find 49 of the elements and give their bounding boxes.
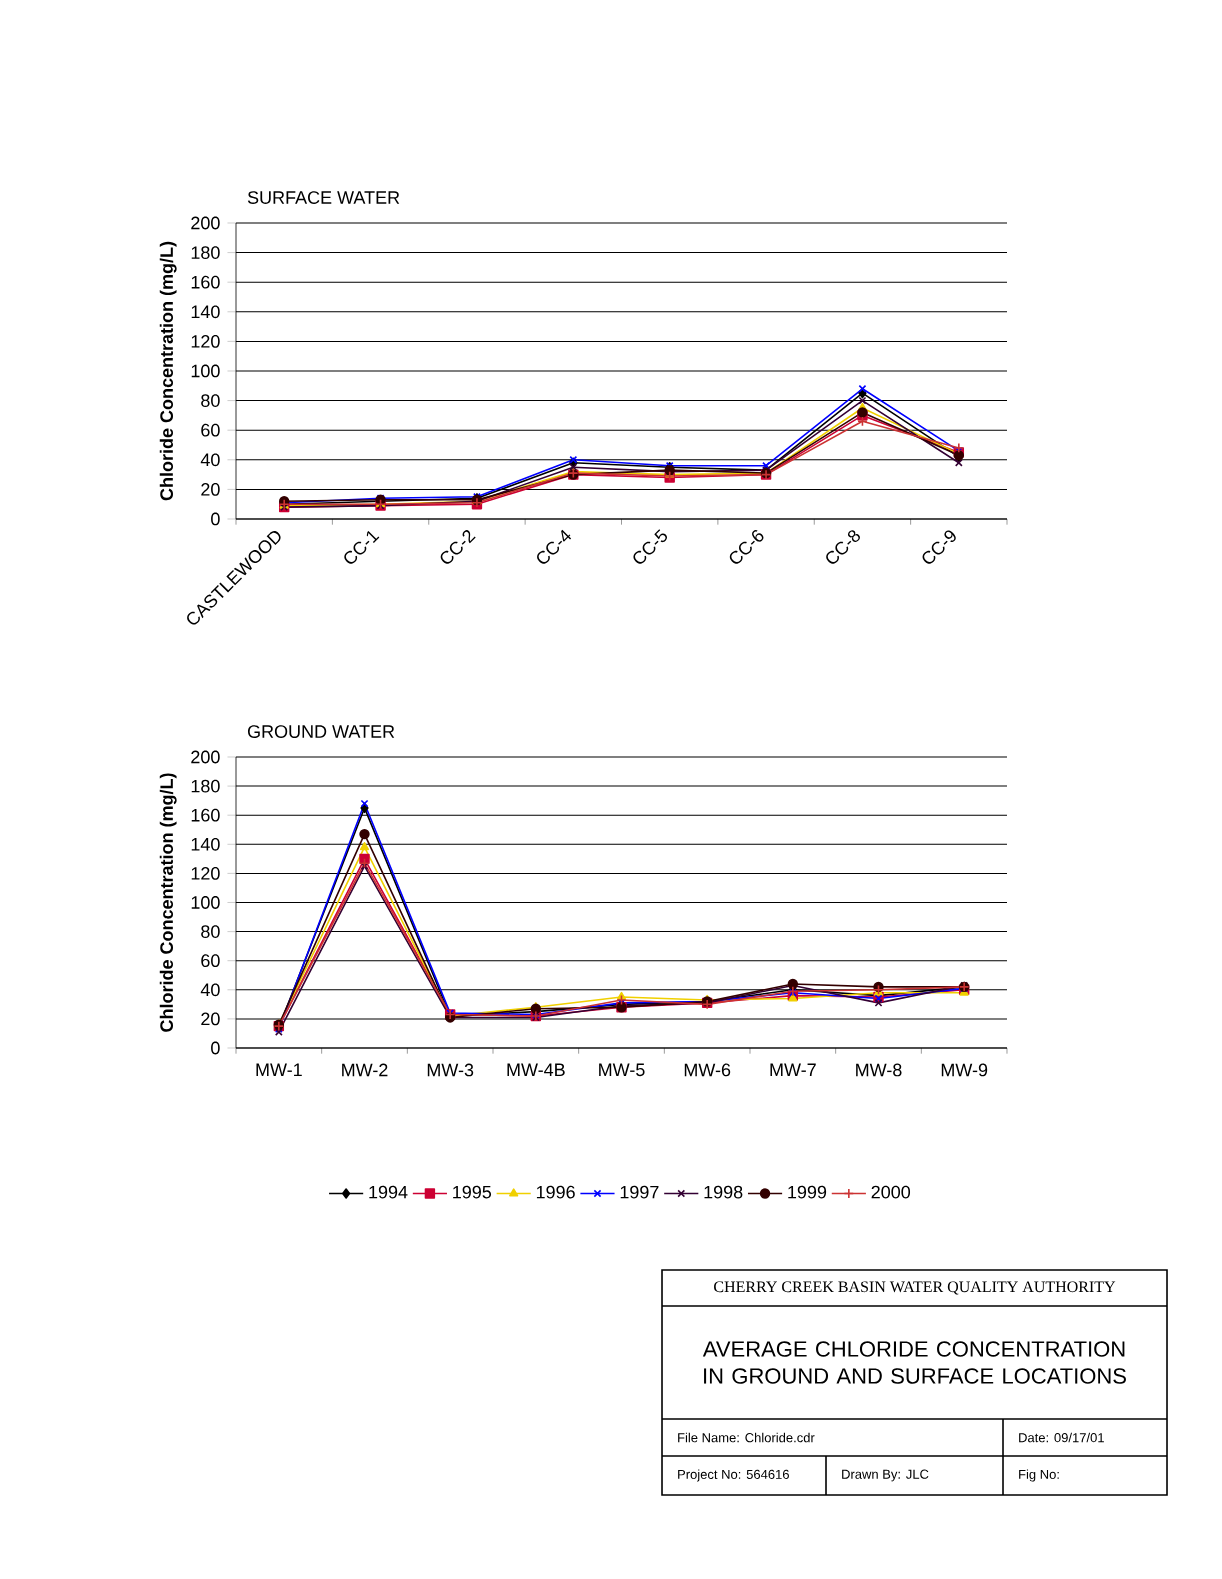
- y-tick-label: 0: [211, 1041, 220, 1055]
- legend-label: 1999: [788, 1185, 827, 1199]
- x-tick-label: MW-2: [342, 1063, 388, 1077]
- text: Date: 09/17/01: [1019, 1432, 1104, 1443]
- y-tick-label: 160: [191, 808, 220, 822]
- text: Fig No:: [1019, 1469, 1059, 1482]
- y-tick-label: 140: [191, 837, 220, 851]
- legend-label: 1997: [620, 1185, 659, 1199]
- x-tick-label: MW-9: [941, 1063, 988, 1077]
- text: Drawn By: JLC: [842, 1469, 929, 1482]
- x-tick-label: MW-7: [770, 1063, 816, 1076]
- y-tick-label: 40: [200, 453, 220, 467]
- y-tick-label: 120: [191, 335, 220, 348]
- y-tick-label: 20: [201, 1012, 220, 1026]
- x-tick-label: MW-8: [856, 1063, 902, 1077]
- legend-label: 1995: [453, 1185, 492, 1199]
- y-tick-label: 100: [191, 364, 220, 378]
- legend-label: 2000: [871, 1185, 911, 1199]
- x-tick-label: MW-5: [599, 1063, 645, 1077]
- y-tick-label: 180: [191, 246, 220, 259]
- y-tick-label: 40: [200, 983, 220, 997]
- chart-title: SURFACE WATER: [247, 191, 400, 204]
- text: File Name: Chloride.cdr: [678, 1432, 815, 1443]
- y-axis-title: Chloride Concentration (mg/L): [159, 241, 177, 501]
- x-tick-label: MW-3: [427, 1063, 474, 1077]
- y-axis-title: Chloride Concentration (mg/L): [159, 773, 177, 1032]
- y-tick-label: 20: [201, 483, 220, 496]
- text: Project No: 564616: [678, 1469, 789, 1482]
- y-tick-label: 140: [191, 305, 220, 319]
- y-tick-label: 120: [191, 867, 220, 880]
- text: AVERAGE CHLORIDE CONCENTRATION IN GROUND AND SURFACE LOCATIONS: [702, 1341, 1126, 1384]
- x-tick-label: MW-1: [256, 1063, 302, 1076]
- x-tick-label: MW-4B: [507, 1063, 565, 1076]
- y-tick-label: 60: [201, 423, 220, 437]
- y-tick-label: 200: [191, 750, 220, 764]
- y-tick-label: 100: [191, 896, 220, 909]
- x-tick-label: MW-6: [684, 1063, 731, 1077]
- y-tick-label: 0: [211, 512, 220, 526]
- legend-label: 1998: [704, 1185, 743, 1199]
- y-tick-label: 80: [201, 394, 220, 407]
- y-tick-label: 200: [191, 216, 220, 230]
- y-tick-label: 60: [201, 954, 220, 968]
- y-tick-label: 160: [191, 275, 220, 289]
- y-tick-label: 180: [191, 779, 220, 793]
- text: CHERRY CREEK BASIN WATER QUALITY AUTHORITY: [714, 1281, 1116, 1295]
- chart-title: GROUND WATER: [247, 725, 395, 738]
- y-tick-label: 80: [201, 925, 220, 938]
- legend-label: 1994: [369, 1185, 408, 1199]
- legend-label: 1996: [536, 1185, 575, 1199]
